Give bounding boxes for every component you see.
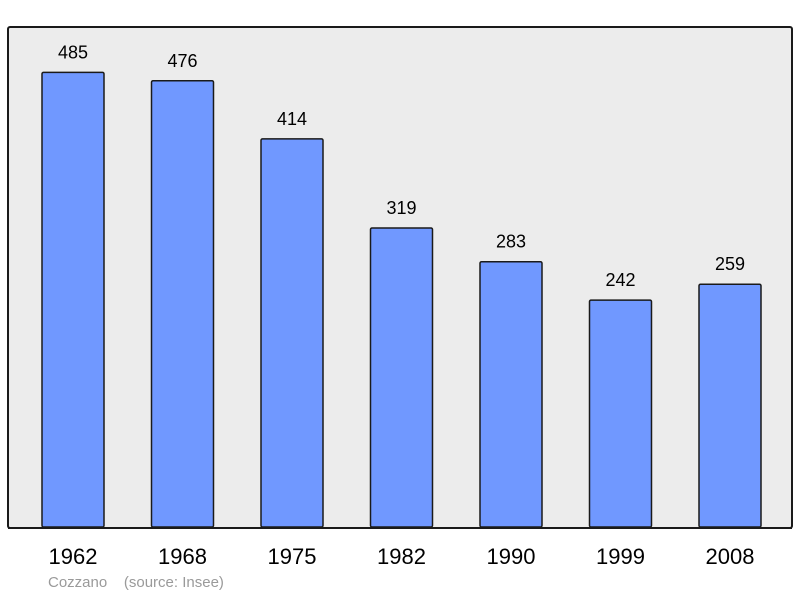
bar-2008 xyxy=(698,283,762,528)
value-label-1968: 476 xyxy=(167,51,197,71)
bar-1975 xyxy=(260,138,324,528)
value-labels: 485 476 414 319 283 242 259 xyxy=(58,42,745,290)
bar-1962 xyxy=(41,71,105,528)
value-label-1962: 485 xyxy=(58,42,88,62)
x-tick-label-1962: 1962 xyxy=(49,544,98,569)
bar-1990 xyxy=(479,260,543,528)
chart-caption: Cozzano (source: Insee) xyxy=(48,574,224,591)
bar-1999 xyxy=(588,299,653,528)
bar-1982 xyxy=(369,227,434,528)
x-tick-label-1982: 1982 xyxy=(377,544,426,569)
x-axis-tick-labels: 1962 1968 1975 1982 1990 1999 2008 xyxy=(49,544,755,569)
value-label-1990: 283 xyxy=(496,232,526,252)
caption-place: Cozzano xyxy=(48,574,108,591)
x-tick-label-2008: 2008 xyxy=(706,544,755,569)
value-label-2008: 259 xyxy=(715,254,745,274)
value-label-1975: 414 xyxy=(277,109,307,129)
x-tick-label-1968: 1968 xyxy=(158,544,207,569)
x-tick-label-1999: 1999 xyxy=(596,544,645,569)
value-label-1982: 319 xyxy=(386,198,416,218)
x-tick-label-1990: 1990 xyxy=(487,544,536,569)
bars xyxy=(41,71,762,528)
x-tick-label-1975: 1975 xyxy=(268,544,317,569)
caption-source: (source: Insee) xyxy=(123,574,224,591)
bar-1968 xyxy=(150,80,215,528)
value-label-1999: 242 xyxy=(605,270,635,290)
